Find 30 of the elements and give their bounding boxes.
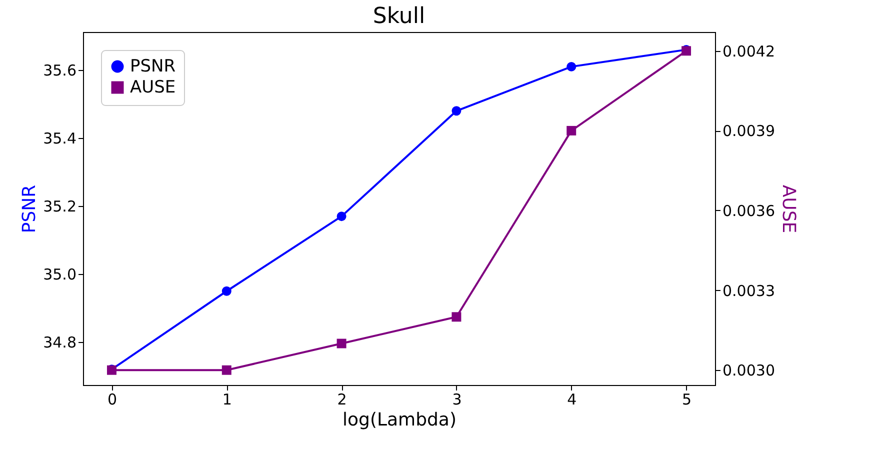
x-tick-label: 3 xyxy=(452,390,462,408)
x-tick-label: 1 xyxy=(222,390,232,408)
y-axis-title: PSNR xyxy=(19,184,40,234)
y-tick-label: 35.6 xyxy=(43,62,76,80)
y2-axis-title: AUSE xyxy=(778,184,799,234)
point xyxy=(222,286,232,296)
x-tick-label: 2 xyxy=(337,390,347,408)
point xyxy=(336,338,346,348)
y-tick-label: 34.8 xyxy=(43,334,76,352)
y2-tick-label: 0.0030 xyxy=(722,362,775,380)
y2-tick-label: 0.0042 xyxy=(722,42,775,60)
chart-title: Skull xyxy=(372,4,426,29)
legend-label: PSNR xyxy=(130,56,176,76)
x-tick-label: 0 xyxy=(107,390,117,408)
x-axis-title: log(Lambda) xyxy=(342,410,456,430)
x-tick-label: 5 xyxy=(682,390,692,408)
y-tick-label: 35.0 xyxy=(43,266,76,284)
point xyxy=(566,62,576,72)
y-tick-label: 35.4 xyxy=(43,130,76,148)
point xyxy=(222,365,232,375)
legend-label: AUSE xyxy=(130,78,176,98)
point xyxy=(336,212,346,222)
y2-tick-label: 0.0036 xyxy=(722,202,775,220)
point xyxy=(452,312,462,322)
point xyxy=(566,126,576,136)
y-tick-label: 35.2 xyxy=(43,198,76,216)
point xyxy=(452,106,462,116)
y2-tick-label: 0.0039 xyxy=(722,122,775,140)
y2-tick-label: 0.0033 xyxy=(722,282,775,300)
x-tick-label: 4 xyxy=(567,390,577,408)
